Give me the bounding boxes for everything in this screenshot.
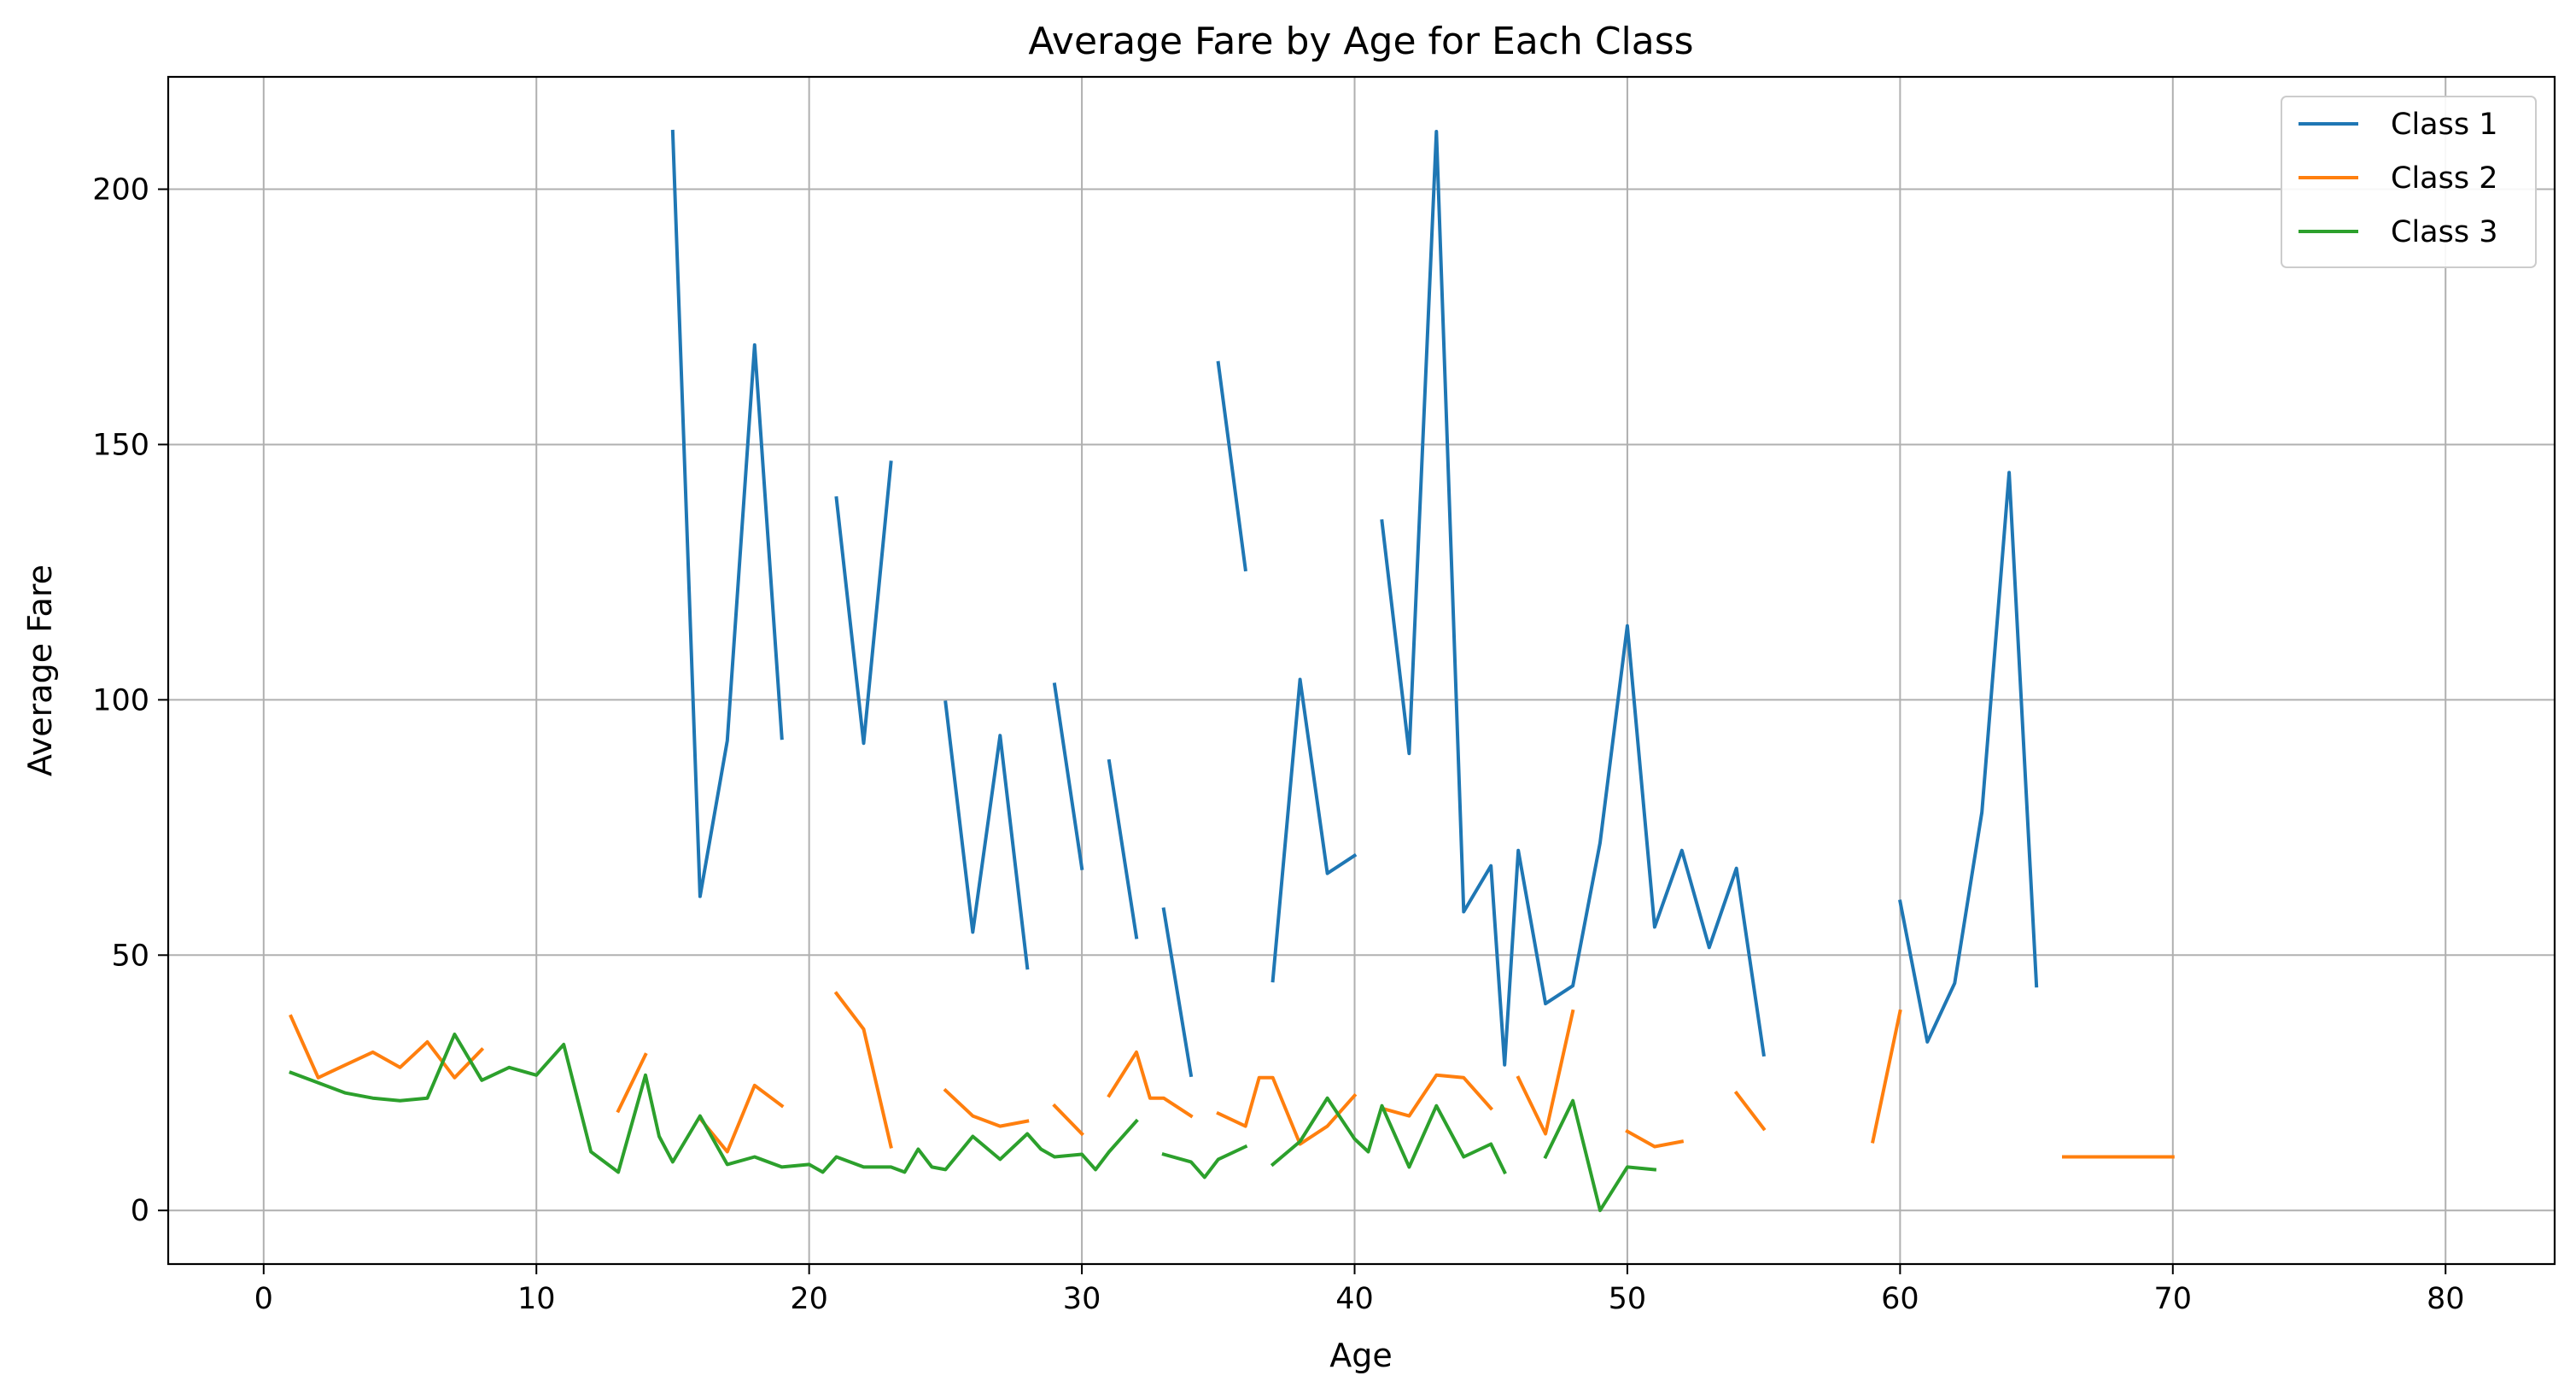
x-tick-label: 30	[1063, 1282, 1101, 1316]
legend: Class 1 Class 2 Class 3	[2281, 96, 2537, 268]
plot-frame	[166, 75, 2556, 1266]
legend-label: Class 2	[2391, 161, 2497, 196]
legend-label: Class 1	[2391, 108, 2497, 142]
series-1-line	[670, 129, 2039, 1078]
x-tick-label: 50	[1609, 1282, 1647, 1316]
series-path	[670, 129, 2039, 1078]
y-tick-label: 100	[92, 683, 149, 717]
x-tick-label: 80	[2427, 1282, 2465, 1316]
series-3-line	[289, 1033, 1657, 1213]
y-axis-label: Average Fare	[21, 565, 59, 776]
x-tick-label: 10	[517, 1282, 556, 1316]
x-axis-label: Age	[1329, 1337, 1393, 1374]
chart-title: Average Fare by Age for Each Class	[1028, 20, 1693, 63]
x-tick-label: 0	[254, 1282, 273, 1316]
series-path	[289, 991, 2175, 1159]
x-tick-label: 60	[1881, 1282, 1919, 1316]
x-tick-label: 40	[1335, 1282, 1374, 1316]
legend-box	[2281, 96, 2537, 268]
series-path	[289, 1033, 1657, 1213]
legend-label: Class 3	[2391, 215, 2497, 249]
axis-ticks: 0 10 20 30 40 50 60 70 80 0 50 100 150 200	[92, 173, 2464, 1316]
grid-lines	[168, 77, 2555, 1264]
series-layer	[289, 129, 2175, 1213]
y-tick-label: 150	[92, 428, 149, 462]
x-tick-label: 20	[790, 1282, 828, 1316]
y-tick-label: 50	[111, 939, 149, 973]
y-tick-label: 200	[92, 173, 149, 208]
x-tick-label: 70	[2154, 1282, 2193, 1316]
series-2-line	[289, 991, 2175, 1159]
y-tick-label: 0	[131, 1194, 149, 1228]
